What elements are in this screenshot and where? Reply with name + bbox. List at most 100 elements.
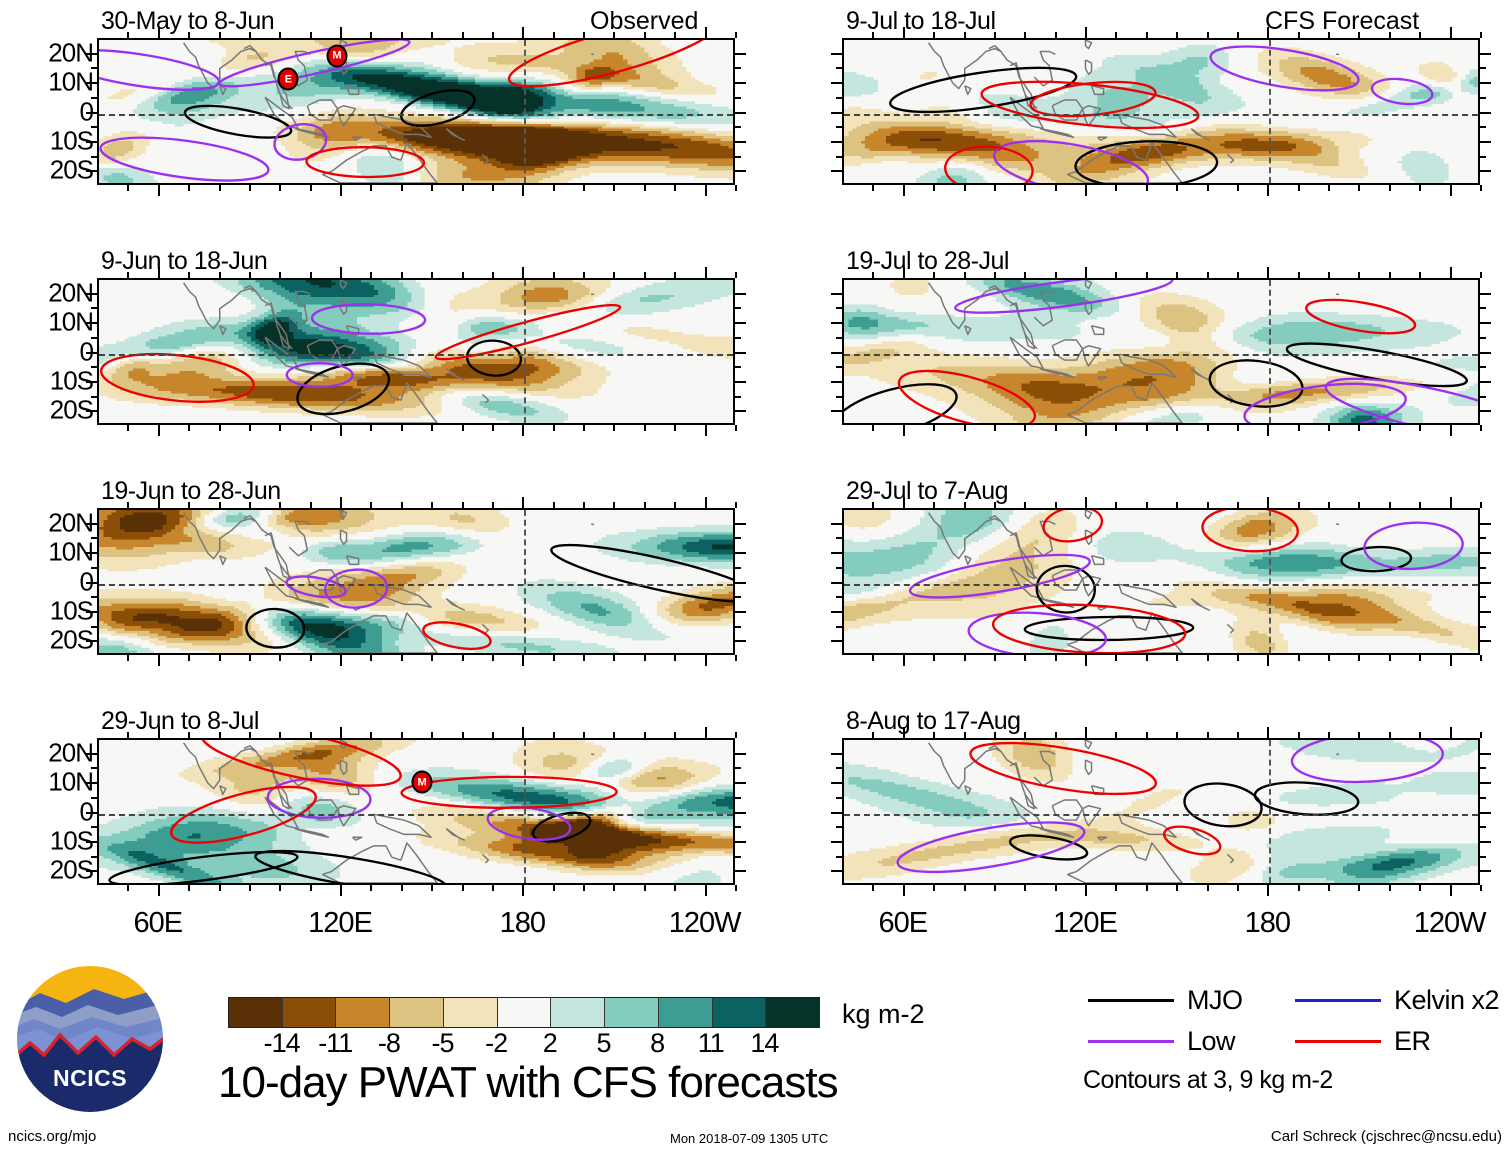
x-tick (704, 727, 707, 738)
colorbar-swatch (657, 998, 712, 1027)
y-tick (1480, 111, 1491, 114)
x-tick (1297, 502, 1300, 508)
x-tick (1115, 655, 1118, 661)
x-tick (1236, 32, 1239, 38)
x-tick (613, 885, 616, 891)
x-tick (1054, 885, 1057, 891)
colorbar-tick-label: 2 (542, 1028, 558, 1058)
x-tick (491, 885, 494, 891)
x-tick (704, 497, 707, 508)
x-tick-label: 60E (133, 907, 183, 939)
y-tick-label: 0 (79, 96, 95, 126)
panel-title-p3: 19-Jun to 28-Jun (101, 477, 281, 505)
x-tick (933, 32, 936, 38)
x-tick (370, 32, 373, 38)
x-tick (400, 32, 403, 38)
logo-graphic (15, 964, 165, 1114)
x-tick (674, 732, 677, 738)
y-tick-label: 20N (48, 277, 94, 308)
y-tick (735, 82, 746, 85)
x-tick (674, 272, 677, 278)
y-tick (836, 336, 842, 339)
y-tick (735, 140, 746, 143)
y-tick (836, 566, 842, 569)
x-tick (491, 502, 494, 508)
x-tick (613, 185, 616, 191)
y-tick (831, 140, 842, 143)
x-tick (1358, 732, 1361, 738)
x-tick (1480, 885, 1482, 891)
y-tick (831, 581, 842, 584)
x-tick (902, 885, 905, 896)
y-tick-label: 20N (48, 737, 94, 768)
y-tick (735, 537, 741, 540)
x-tick (370, 885, 373, 891)
x-tick (993, 502, 996, 508)
x-tick (613, 732, 616, 738)
x-tick (1024, 502, 1027, 508)
x-tick (1024, 185, 1027, 191)
x-tick (1054, 425, 1057, 431)
x-tick (279, 502, 282, 508)
legend-line-swatch (1295, 999, 1381, 1002)
y-tick (735, 67, 741, 70)
y-tick (1480, 67, 1486, 70)
x-tick (963, 732, 966, 738)
x-tick (1419, 502, 1422, 508)
y-tick (836, 96, 842, 99)
y-tick (831, 870, 842, 873)
x-tick (279, 655, 282, 661)
y-tick-label: 10N (48, 66, 94, 97)
colorbar-ticks: -14 -11 -8 -5 -2 2 5 8 11 14 (228, 1028, 818, 1062)
footer-left-link[interactable]: ncics.org/mjo (8, 1128, 97, 1145)
y-tick-label: 10S (49, 595, 94, 626)
x-tick (157, 425, 160, 436)
x-tick (400, 185, 403, 191)
panel-title-p1: 30-May to 8-Jun (101, 7, 275, 35)
x-tick-label: 120W (668, 907, 742, 939)
colorbar-tick-label: 8 (650, 1028, 665, 1058)
y-tick (1480, 826, 1486, 829)
x-tick (872, 732, 875, 738)
x-tick (735, 885, 737, 891)
x-tick (1054, 502, 1057, 508)
x-tick (1176, 185, 1179, 191)
footer-timestamp: Mon 2018-07-09 1305 UTC (670, 1131, 829, 1146)
x-tick (491, 272, 494, 278)
x-tick (1480, 272, 1482, 278)
y-tick (831, 552, 842, 555)
x-tick (1176, 502, 1179, 508)
y-tick (831, 752, 842, 755)
x-tick (1267, 497, 1270, 508)
x-tick (188, 185, 191, 191)
x-tick (1206, 185, 1209, 191)
x-tick (431, 425, 434, 431)
x-tick (1054, 185, 1057, 191)
y-tick (831, 111, 842, 114)
x-tick (461, 425, 464, 431)
tropical-cyclone-marker: M (411, 770, 433, 794)
x-tick (1358, 32, 1361, 38)
x-tick (522, 185, 525, 196)
y-tick (1480, 840, 1491, 843)
y-tick (836, 796, 842, 799)
equator-line-p8 (844, 813, 1478, 816)
y-tick (1480, 811, 1491, 814)
x-tick (963, 32, 966, 38)
x-tick (704, 885, 707, 896)
y-tick (831, 82, 842, 85)
legend-line-swatch (1088, 1040, 1174, 1043)
plot-area-p7 (842, 508, 1480, 655)
x-tick (309, 425, 312, 431)
x-tick (552, 885, 555, 891)
x-tick (1480, 502, 1482, 508)
panel-title-p7: 29-Jul to 7-Aug (846, 477, 1009, 505)
panel-title-p6: 19-Jul to 28-Jul (846, 247, 1009, 275)
y-tick (831, 410, 842, 413)
y-tick (1480, 410, 1491, 413)
y-tick-label: 0 (79, 566, 95, 596)
x-tick (400, 272, 403, 278)
x-tick (400, 425, 403, 431)
y-tick (1480, 640, 1491, 643)
x-tick (309, 32, 312, 38)
